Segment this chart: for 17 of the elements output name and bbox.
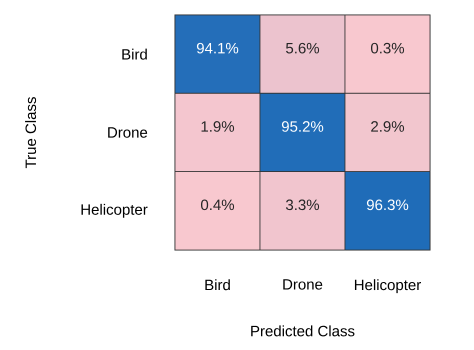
y-axis-title: True Class bbox=[25, 97, 36, 168]
data-label: 0.3% bbox=[370, 42, 404, 54]
x-tick-label: Helicopter bbox=[354, 279, 421, 294]
data-label: 3.3% bbox=[286, 200, 320, 210]
data-label: 95.2% bbox=[282, 121, 324, 132]
data-label: 0.4% bbox=[200, 200, 234, 210]
y-tick-label: Bird bbox=[122, 48, 147, 60]
data-label: 1.9% bbox=[202, 121, 234, 132]
data-label: 5.6% bbox=[286, 42, 320, 54]
x-tick-label: Drone bbox=[283, 279, 322, 290]
data-label: 94.1% bbox=[196, 42, 238, 54]
data-label: 2.9% bbox=[371, 121, 404, 132]
data-label: 96.3% bbox=[366, 200, 408, 210]
x-tick-label: Bird bbox=[205, 279, 230, 290]
y-tick-label: Helicopter bbox=[82, 204, 148, 218]
x-axis-title: Predicted Class bbox=[251, 325, 354, 336]
y-tick-label: Drone bbox=[108, 127, 148, 138]
